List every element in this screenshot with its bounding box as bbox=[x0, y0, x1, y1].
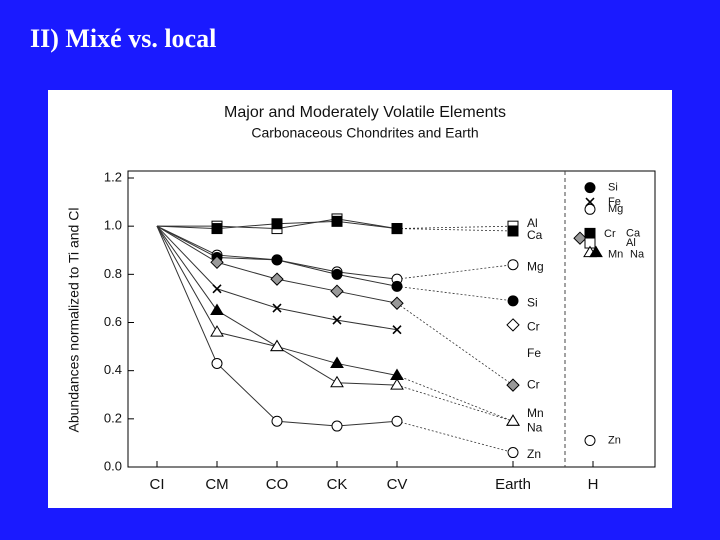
chart-title: Major and Moderately Volatile Elements bbox=[224, 104, 506, 121]
marker bbox=[589, 245, 603, 258]
y-tick-label: 1.2 bbox=[104, 169, 122, 184]
marker bbox=[210, 303, 224, 315]
x-tick-label: CK bbox=[327, 476, 348, 493]
x-tick-label: CO bbox=[266, 476, 289, 493]
h-label: Si bbox=[608, 182, 618, 194]
h-label: Cr bbox=[604, 228, 616, 240]
x-tick-label: H bbox=[588, 476, 599, 493]
earth-label: Na bbox=[527, 421, 543, 435]
y-tick-label: 0.2 bbox=[104, 410, 122, 425]
marker bbox=[270, 272, 284, 286]
marker bbox=[330, 356, 344, 368]
series-line bbox=[396, 375, 514, 422]
marker bbox=[506, 318, 520, 332]
marker bbox=[507, 259, 519, 271]
marker bbox=[331, 215, 343, 227]
marker bbox=[330, 375, 344, 388]
marker bbox=[391, 280, 403, 292]
marker bbox=[390, 378, 404, 390]
earth-label: Si bbox=[527, 295, 538, 309]
earth-label: Mn bbox=[527, 406, 544, 420]
marker bbox=[212, 284, 222, 294]
h-label: Zn bbox=[608, 434, 621, 446]
marker bbox=[210, 325, 224, 337]
marker bbox=[211, 357, 223, 369]
earth-label: Mg bbox=[527, 259, 544, 273]
marker bbox=[392, 325, 402, 335]
marker bbox=[271, 415, 283, 427]
marker bbox=[506, 414, 520, 426]
marker bbox=[507, 225, 519, 237]
chart-subtitle: Carbonaceous Chondrites and Earth bbox=[251, 125, 478, 141]
marker bbox=[390, 296, 404, 310]
marker bbox=[584, 203, 596, 215]
marker bbox=[584, 182, 596, 194]
marker bbox=[330, 284, 344, 298]
marker bbox=[331, 268, 343, 280]
series-line bbox=[396, 228, 514, 232]
earth-label: Al bbox=[527, 216, 538, 230]
earth-label: Cr bbox=[527, 319, 540, 333]
marker bbox=[391, 223, 403, 235]
chart-panel bbox=[48, 90, 672, 508]
slide-title: II) Mixé vs. local bbox=[30, 24, 217, 53]
marker bbox=[270, 339, 284, 352]
marker bbox=[210, 255, 224, 269]
h-label: Na bbox=[630, 249, 645, 261]
marker bbox=[506, 378, 520, 392]
x-tick-label: CI bbox=[150, 476, 165, 493]
earth-label: Cr bbox=[527, 377, 540, 391]
marker bbox=[507, 295, 519, 307]
marker bbox=[331, 420, 343, 432]
h-label: Ca bbox=[626, 227, 641, 239]
h-label: Mn bbox=[608, 249, 623, 261]
x-tick-label: CM bbox=[205, 476, 228, 493]
y-tick-label: 1.0 bbox=[104, 218, 122, 233]
x-tick-label: Earth bbox=[495, 476, 531, 493]
marker bbox=[271, 218, 283, 230]
marker bbox=[271, 254, 283, 266]
marker bbox=[332, 315, 342, 325]
y-axis-label: Abundances normalized to Ti and Cl bbox=[66, 208, 82, 433]
y-tick-label: 0.6 bbox=[104, 314, 122, 329]
earth-label: Fe bbox=[527, 346, 541, 360]
y-tick-label: 0.4 bbox=[104, 362, 122, 377]
marker bbox=[211, 223, 223, 235]
marker bbox=[584, 227, 596, 239]
series-line bbox=[396, 285, 514, 302]
h-label: Mg bbox=[608, 203, 623, 215]
h-label: Al bbox=[626, 237, 636, 249]
earth-label: Zn bbox=[527, 447, 541, 461]
marker bbox=[507, 447, 519, 459]
h-label: Fe bbox=[608, 196, 621, 208]
series-line bbox=[396, 420, 514, 453]
x-tick-label: CV bbox=[387, 476, 408, 493]
y-tick-label: 0.0 bbox=[104, 458, 122, 473]
marker bbox=[391, 415, 403, 427]
marker bbox=[584, 435, 596, 447]
series-line bbox=[396, 384, 514, 422]
plot-frame bbox=[127, 170, 656, 468]
y-tick-label: 0.8 bbox=[104, 266, 122, 281]
marker bbox=[573, 231, 587, 245]
marker bbox=[272, 303, 282, 313]
series-line bbox=[396, 264, 514, 280]
earth-label: Ca bbox=[527, 228, 543, 242]
series-line bbox=[396, 225, 514, 229]
